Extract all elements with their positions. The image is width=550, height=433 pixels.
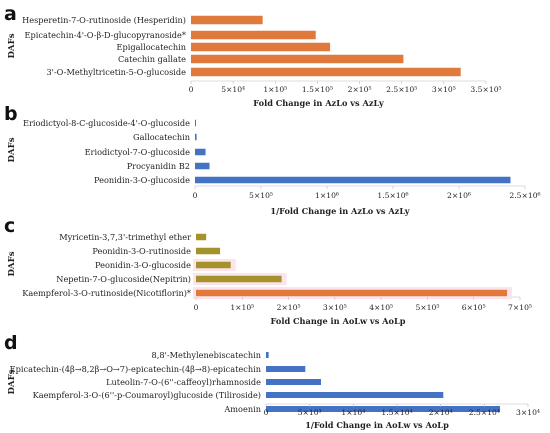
bar-a bbox=[191, 67, 461, 77]
category-label-b: Gallocatechin bbox=[133, 132, 191, 142]
panel-label-b: b bbox=[4, 103, 18, 125]
category-label-d: 8,8'-Methylenebiscatechin bbox=[152, 350, 262, 360]
x-tick-label-c: 2×10⁵ bbox=[277, 303, 301, 312]
x-tick-label-a: 3.5×10⁵ bbox=[470, 85, 501, 94]
bar-b bbox=[195, 148, 206, 156]
x-tick-label-c: 6×10⁵ bbox=[462, 303, 486, 312]
x-tick-label-a: 2×10⁵ bbox=[348, 85, 372, 94]
category-label-c: Peonidin-3-O-glucoside bbox=[95, 260, 191, 270]
category-label-d: Kaempferol-3-O-(6''-p-Coumaroyl)glucosid… bbox=[33, 390, 261, 400]
x-axis-label-d: 1/Fold Change in AoLw vs AoLp bbox=[305, 420, 449, 430]
bar-a bbox=[191, 54, 404, 64]
panel-label-c: c bbox=[4, 215, 15, 237]
bar-a bbox=[191, 42, 331, 52]
y-axis-label-c: DAFs bbox=[7, 251, 17, 276]
x-tick-label-c: 1×10⁵ bbox=[230, 303, 254, 312]
bar-c bbox=[196, 233, 207, 241]
category-label-d: Epicatechin-(4β→8,2β→O→7)-epicatechin-(4… bbox=[10, 364, 262, 374]
x-tick-label-a: 1.5×10⁵ bbox=[302, 85, 333, 94]
x-tick-label-b: 5×10⁵ bbox=[249, 191, 273, 200]
category-label-a: 3'-O-Methyltricetin-5-O-glucoside bbox=[46, 67, 186, 77]
category-label-d: Amoenin bbox=[223, 404, 261, 414]
x-tick-label-c: 5×10⁵ bbox=[415, 303, 439, 312]
x-axis-label-c: Fold Change in AoLw vs AoLp bbox=[271, 316, 406, 326]
x-tick-label-b: 2.5×10⁶ bbox=[509, 191, 540, 200]
category-label-c: Nepetin-7-O-glucoside(Nepitrin) bbox=[56, 274, 191, 284]
x-tick-label-a: 2.5×10⁵ bbox=[386, 85, 417, 94]
x-tick-label-c: 3×10⁵ bbox=[323, 303, 347, 312]
x-tick-label-b: 0 bbox=[193, 191, 198, 200]
x-tick-label-d: 5×10³ bbox=[298, 408, 322, 417]
x-tick-label-d: 2×10⁴ bbox=[429, 408, 453, 417]
bar-c bbox=[196, 289, 508, 297]
category-label-c: Peonidin-3-O-rutinoside bbox=[92, 246, 191, 256]
category-label-c: Kaempferol-3-O-rutinoside(Nicotiflorin)* bbox=[22, 288, 191, 298]
category-label-a: Epigallocatechin bbox=[117, 42, 187, 52]
bar-b bbox=[195, 176, 511, 184]
x-tick-label-a: 0 bbox=[189, 85, 194, 94]
category-label-a: Hesperetin-7-O-rutinoside (Hesperidin) bbox=[22, 15, 186, 25]
bar-c bbox=[196, 275, 282, 283]
bar-a bbox=[191, 15, 263, 25]
y-axis-label-a: DAFs bbox=[7, 33, 17, 58]
x-tick-label-d: 1.5×10⁴ bbox=[381, 408, 412, 417]
bar-a bbox=[191, 30, 316, 40]
bar-c bbox=[196, 261, 231, 269]
x-tick-label-d: 1×10⁴ bbox=[341, 408, 365, 417]
category-label-b: Procyanidin B2 bbox=[127, 161, 190, 171]
x-tick-label-d: 0 bbox=[264, 408, 269, 417]
x-tick-label-a: 1×10⁵ bbox=[263, 85, 287, 94]
x-axis-label-b: 1/Fold Change in AzLo vs AzLy bbox=[270, 206, 409, 216]
bar-d bbox=[266, 379, 322, 385]
category-label-c: Myricetin-3,7,3'-trimethyl ether bbox=[59, 232, 191, 242]
y-axis-label-d: DAFs bbox=[7, 369, 17, 394]
bar-d bbox=[266, 366, 306, 372]
category-label-b: Eriodictyol-7-O-glucoside bbox=[85, 147, 191, 157]
x-tick-label-c: 4×10⁵ bbox=[369, 303, 393, 312]
category-label-a: Catechin gallate bbox=[118, 54, 186, 64]
category-label-d: Luteolin-7-O-(6''-caffeoyl)rhamnoside bbox=[106, 377, 261, 387]
x-tick-label-c: 0 bbox=[194, 303, 199, 312]
bar-c bbox=[196, 247, 221, 255]
bar-d bbox=[266, 352, 269, 358]
x-tick-label-c: 7×10⁵ bbox=[508, 303, 532, 312]
bar-b bbox=[195, 119, 196, 127]
panel-label-d: d bbox=[4, 332, 18, 354]
bar-b bbox=[195, 162, 210, 170]
x-axis-label-a: Fold Change in AzLo vs AzLy bbox=[253, 98, 384, 108]
x-tick-label-d: 2.5×10⁴ bbox=[469, 408, 500, 417]
bar-b bbox=[195, 133, 197, 141]
x-tick-label-a: 3×10⁵ bbox=[432, 85, 456, 94]
x-tick-label-d: 3×10⁴ bbox=[516, 408, 540, 417]
x-tick-label-b: 1.5×10⁶ bbox=[377, 191, 408, 200]
bar-d bbox=[266, 406, 501, 412]
category-label-b: Eriodictyol-8-C-glucoside-4'-O-glucoside bbox=[23, 118, 190, 128]
panel-label-a: a bbox=[4, 3, 17, 25]
x-tick-label-b: 1×10⁶ bbox=[315, 191, 339, 200]
category-label-a: Epicatechin-4'-O-β-D-glucopyranoside* bbox=[25, 30, 186, 40]
y-axis-label-b: DAFs bbox=[7, 137, 17, 162]
bar-d bbox=[266, 392, 444, 398]
x-tick-label-b: 2×10⁶ bbox=[447, 191, 471, 200]
x-tick-label-a: 5×10⁴ bbox=[221, 85, 245, 94]
category-label-b: Peonidin-3-O-glucoside bbox=[94, 175, 190, 185]
